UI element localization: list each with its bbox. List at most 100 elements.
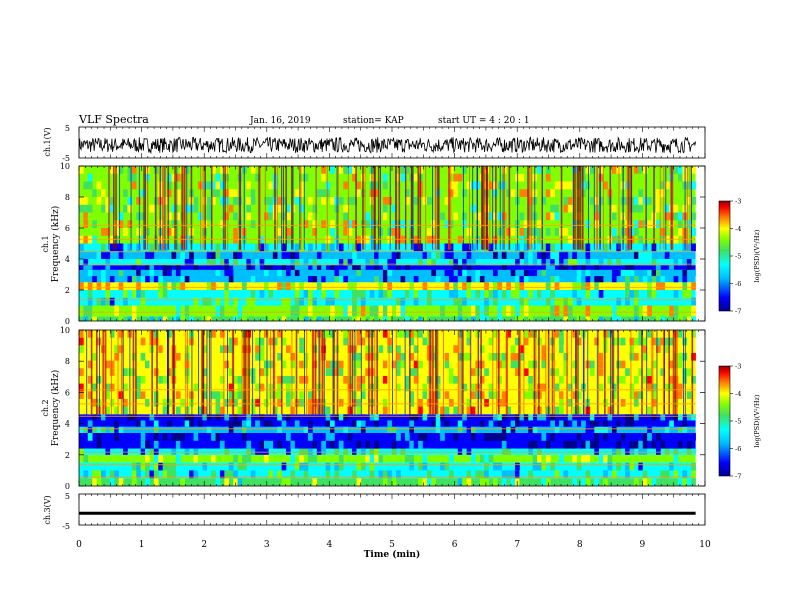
spectrogram-cell xyxy=(572,420,577,427)
time-tick-label: 10 xyxy=(699,540,711,550)
spectrogram-cell xyxy=(175,305,181,317)
spectrogram-cell xyxy=(462,282,467,290)
spectrogram-cell xyxy=(448,470,454,479)
spectrogram-cell xyxy=(387,375,393,384)
spectrogram-cell xyxy=(594,337,600,346)
sferic-streak xyxy=(599,166,601,250)
spectrogram-cell xyxy=(79,166,84,174)
spectrogram-cell xyxy=(554,337,560,346)
spectrogram-cell xyxy=(352,197,357,205)
spectrogram-cell xyxy=(294,228,300,236)
spectrogram-cell xyxy=(224,414,230,421)
sferic-streak xyxy=(691,330,694,415)
spectrogram-cell xyxy=(193,454,199,463)
spectrogram-cell xyxy=(224,398,230,407)
spectrogram-cell xyxy=(79,265,84,270)
spectrogram-cell xyxy=(545,440,551,449)
spectrogram-cell xyxy=(444,173,450,182)
spectrogram-cell xyxy=(510,470,516,479)
spectrogram-cell xyxy=(224,269,230,277)
spectrogram-cell xyxy=(114,420,119,427)
spectrogram-cell xyxy=(554,330,560,338)
spectrogram-cell xyxy=(457,330,463,338)
spectrogram-cell xyxy=(585,251,591,259)
spectrogram-cell xyxy=(175,426,181,433)
spectrogram-cell xyxy=(224,352,230,361)
spectrogram-cell xyxy=(303,220,309,228)
spectrogram-cell xyxy=(219,345,225,353)
spectrogram-cell xyxy=(466,398,472,407)
sferic-streak xyxy=(470,330,472,415)
sferic-streak xyxy=(333,330,335,415)
spectrogram-cell xyxy=(448,398,454,407)
spectrogram-cell xyxy=(286,269,291,277)
spectrogram-cell xyxy=(171,220,177,228)
spectrogram-cell xyxy=(374,282,379,290)
spectrogram-cell xyxy=(655,345,661,353)
sferic-streak xyxy=(497,330,500,415)
sferic-streak xyxy=(244,330,247,415)
sferic-streak xyxy=(431,330,433,415)
spectrogram-cell xyxy=(206,259,212,266)
spectrogram-cell xyxy=(550,259,555,266)
spectrogram-cell xyxy=(462,269,467,277)
spectrogram-cell xyxy=(101,228,106,236)
spectrogram-cell xyxy=(682,391,688,399)
spectrogram-cell xyxy=(479,316,485,321)
sferic-streak xyxy=(376,330,378,415)
sferic-streak xyxy=(618,166,620,250)
spectrogram-cell xyxy=(356,269,362,277)
spectrogram-cell xyxy=(691,181,696,190)
spectrogram-cell xyxy=(418,360,423,369)
sferic-streak xyxy=(280,330,283,415)
spectrogram-cell xyxy=(272,470,278,479)
spectrogram-cell xyxy=(444,330,450,338)
spectrogram-cell xyxy=(673,166,679,174)
spectrogram-cell xyxy=(677,414,683,421)
spectrogram-cell xyxy=(387,305,393,317)
spectrogram-cell xyxy=(316,228,322,236)
spectrogram-cell xyxy=(171,228,177,236)
spectrogram-cell xyxy=(356,181,362,190)
spectrogram-cell xyxy=(237,478,243,486)
spectrogram-cell xyxy=(611,337,617,346)
time-tick-label: 1 xyxy=(139,540,145,550)
spectrogram-cell xyxy=(92,243,97,252)
spectrogram-cell xyxy=(321,330,326,338)
spectrogram-cell xyxy=(123,189,128,197)
spectrogram-cell xyxy=(475,269,481,277)
spectrogram-cell xyxy=(96,426,102,433)
sferic-streak xyxy=(111,330,112,415)
spectrogram-cell xyxy=(382,265,388,270)
spectrogram-cell xyxy=(233,375,238,384)
spectrogram-cell xyxy=(167,398,172,407)
sferic-streak xyxy=(109,166,111,250)
spectrogram-cell xyxy=(647,383,652,392)
spectrogram-cell xyxy=(519,414,525,421)
sferic-streak xyxy=(486,166,488,250)
spectrogram-cell xyxy=(92,189,97,197)
spectrogram-cell xyxy=(409,391,415,399)
spectrogram-cell xyxy=(435,276,441,283)
spectrogram-cell xyxy=(510,414,516,421)
spectrogram-cell xyxy=(140,426,146,433)
sferic-streak xyxy=(121,330,123,415)
spectrogram-cell xyxy=(105,189,111,197)
spectrogram-cell xyxy=(603,173,608,182)
spectrogram-cell xyxy=(374,316,379,321)
spectrogram-cell xyxy=(334,470,340,479)
spectrogram-cell xyxy=(660,368,666,376)
spectrogram-cell xyxy=(233,228,238,236)
spectrogram-cell xyxy=(149,269,155,277)
spectrogram-cell xyxy=(484,352,489,361)
sferic-streak xyxy=(172,330,174,415)
spectrogram-cell xyxy=(537,251,542,259)
spectrogram-cell xyxy=(356,478,362,486)
spectrogram-cell xyxy=(118,220,124,228)
spectrogram-cell xyxy=(118,391,124,399)
spectrogram-cell xyxy=(312,220,318,228)
sferic-streak xyxy=(154,166,157,250)
spectrogram-cell xyxy=(158,269,163,277)
spectrogram-cell xyxy=(466,220,472,228)
